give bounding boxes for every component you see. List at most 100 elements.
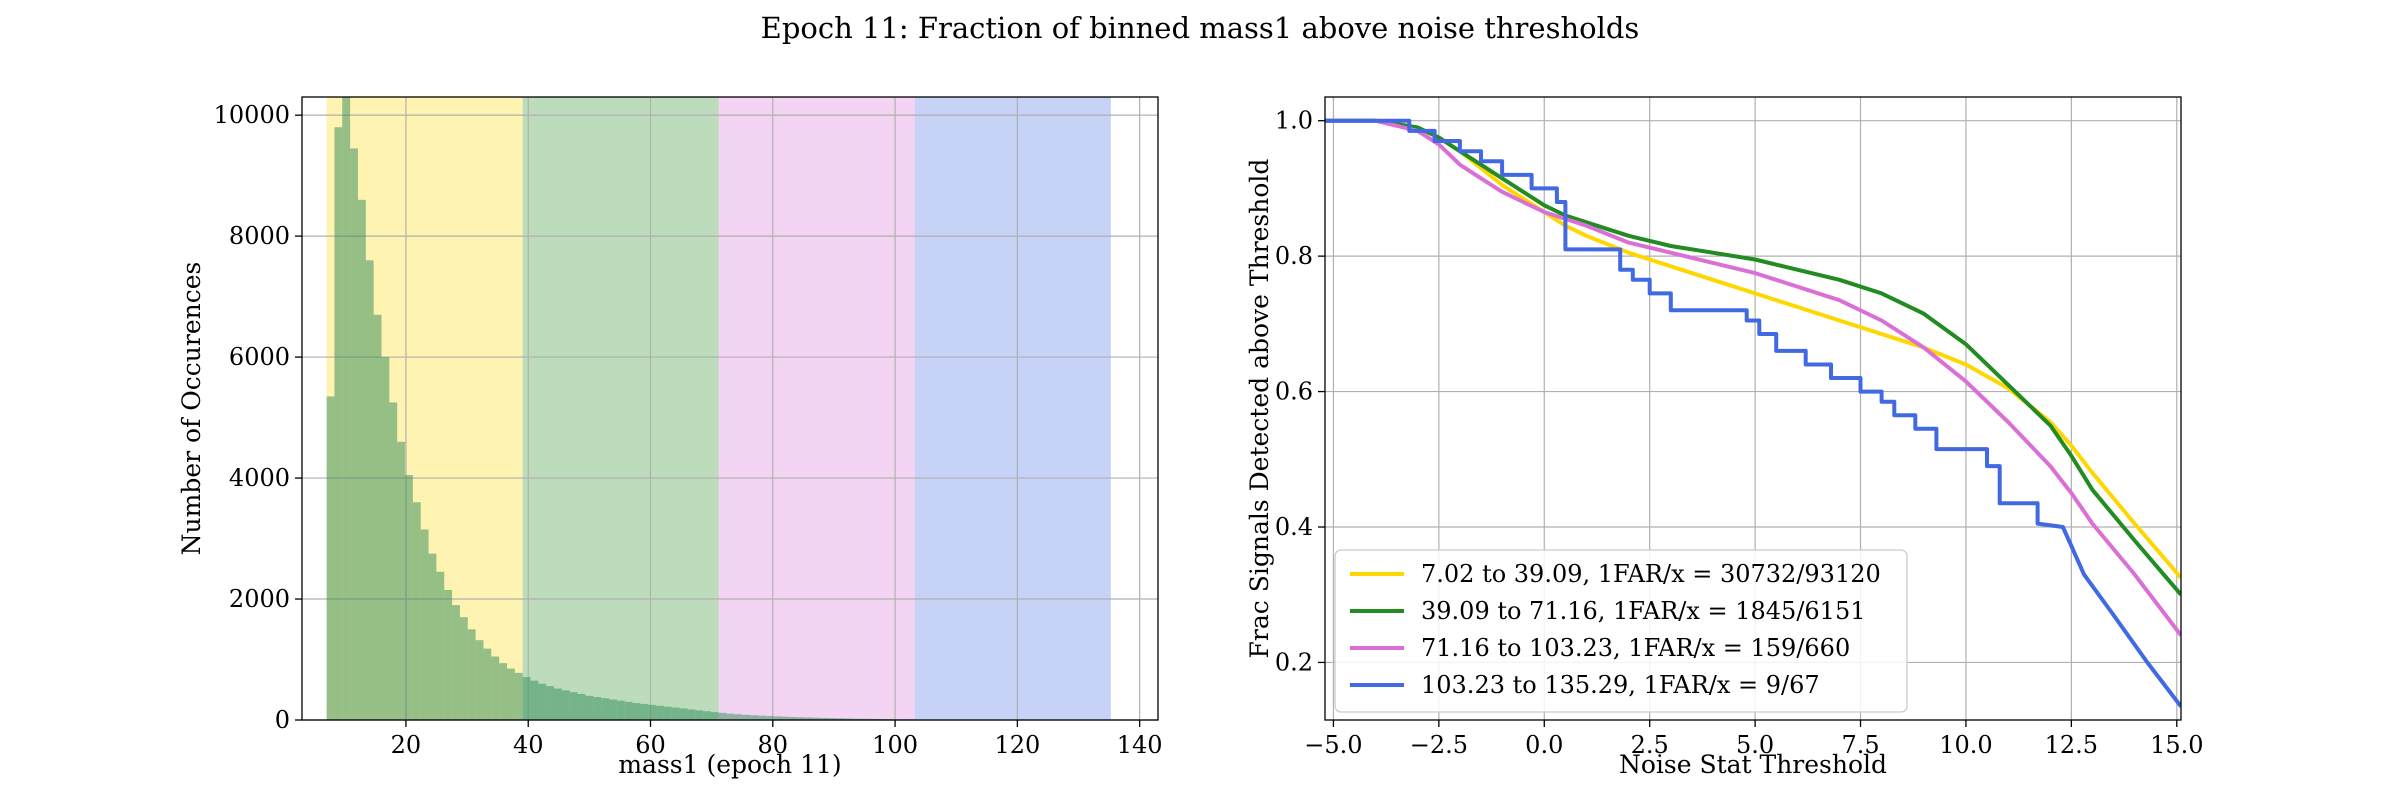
x-axis-label: Noise Stat Threshold: [1619, 750, 1887, 779]
histogram-bar: [569, 692, 578, 720]
histogram-bar: [789, 716, 798, 720]
x-tick-label: 100: [872, 731, 918, 759]
x-tick-label: 5.0: [1736, 731, 1774, 759]
line-plot-frame: [1324, 96, 2182, 721]
threshold-line-panel: −5.0 −2.5 0.0 2.5 5.0 7.5 10.0 12.5 15.0 0.2 0.4 0.…: [1245, 96, 2204, 779]
histogram-bar: [663, 706, 672, 720]
y-tick-label: 0.2: [1275, 648, 1313, 676]
histogram-bar: [412, 502, 421, 720]
histogram-bar: [436, 571, 445, 720]
series-line-1: [1325, 118, 2181, 580]
histogram-bar: [538, 683, 547, 720]
histogram-bar: [718, 712, 727, 720]
x-tick-label: 120: [994, 731, 1040, 759]
y-tick-label: 1.0: [1275, 107, 1313, 135]
legend-entry-3: 71.16 to 103.23, 1FAR/x = 159/660: [1421, 634, 1850, 662]
x-tick-label: 0.0: [1525, 731, 1563, 759]
histogram-bar: [389, 402, 398, 720]
histogram-bar: [459, 617, 468, 720]
x-tick-label: 40: [513, 731, 544, 759]
histogram-bar: [357, 199, 366, 720]
y-tick-label: 0.6: [1275, 378, 1313, 406]
x-tick-label: −5.0: [1304, 731, 1362, 759]
histogram-bar: [483, 648, 492, 720]
histogram-bar: [405, 475, 413, 720]
legend-entry-2: 39.09 to 71.16, 1FAR/x = 1845/6151: [1421, 597, 1866, 625]
x-tick-label: 60: [635, 731, 666, 759]
histogram-bar: [475, 640, 484, 720]
y-axis-label: Frac Signals Detected above Threshold: [1245, 159, 1274, 659]
histogram-bar: [334, 127, 343, 720]
histogram-bar: [444, 589, 453, 720]
histogram-bar: [381, 357, 390, 720]
figure-title: Epoch 11: Fraction of binned mass1 above…: [761, 11, 1640, 45]
histogram-bar: [828, 718, 837, 720]
histogram-bar: [632, 703, 641, 720]
histogram-bar: [805, 717, 813, 720]
legend-entry-1: 7.02 to 39.09, 1FAR/x = 30732/93120: [1421, 560, 1881, 588]
histogram-bar: [514, 672, 523, 720]
series-line-4: [1325, 118, 2181, 708]
y-tick-label: 6000: [229, 343, 290, 371]
y-tick-label: 0: [275, 706, 290, 734]
histogram-bar: [522, 677, 531, 720]
histogram-bar: [616, 700, 625, 720]
histogram-bar: [640, 703, 649, 720]
histogram-bar: [428, 553, 437, 720]
legend: 7.02 to 39.09, 1FAR/x = 30732/93120 39.09…: [1334, 549, 1908, 713]
histogram-bar: [703, 711, 711, 720]
y-tick-label: 2000: [229, 585, 290, 613]
histogram-bar: [561, 690, 570, 720]
histogram-bar: [773, 716, 782, 720]
x-tick-label: 20: [391, 731, 422, 759]
x-tick-label: 80: [758, 731, 789, 759]
histogram-bar: [734, 714, 743, 720]
histogram-bar: [656, 705, 664, 720]
y-tick-label: 8000: [229, 222, 290, 250]
histogram-bar: [326, 396, 335, 720]
histogram-frame: [301, 96, 1159, 721]
histogram-bar: [844, 718, 853, 720]
histogram-bar: [852, 718, 861, 720]
histogram-bar: [671, 707, 680, 720]
histogram-bar: [491, 656, 500, 720]
histogram-bar: [365, 260, 374, 720]
mass-bin-band-2: [522, 97, 719, 720]
x-tick-label: 15.0: [2150, 731, 2203, 759]
histogram-bar: [350, 148, 358, 721]
histogram-bar: [507, 668, 515, 720]
histogram-bar: [750, 715, 759, 720]
histogram-bar: [687, 709, 696, 720]
histogram-bar: [765, 716, 774, 720]
histogram-bar: [577, 693, 586, 720]
x-tick-label: −2.5: [1410, 731, 1468, 759]
histogram-bar: [695, 710, 704, 720]
y-tick-label: 10000: [214, 101, 290, 129]
x-axis-label: mass1 (epoch 11): [618, 750, 841, 779]
histogram-bar: [530, 680, 539, 720]
histogram-bar: [710, 712, 719, 720]
histogram-bar: [452, 605, 460, 720]
histogram-bar: [397, 441, 406, 720]
histogram-bar: [758, 715, 766, 720]
x-tick-label: 2.5: [1631, 731, 1669, 759]
mass-bin-band-3: [718, 97, 915, 720]
histogram-bar: [820, 717, 829, 720]
mass-bin-band-4: [914, 97, 1111, 720]
x-tick-label: 12.5: [2045, 731, 2098, 759]
histogram-bar: [679, 708, 688, 720]
y-tick-label: 0.4: [1275, 513, 1313, 541]
y-axis-label: Number of Occurences: [177, 262, 206, 556]
histogram-panel: 20 40 60 80 100 120 140 0 2000 4000 6000 8000 10000 m…: [177, 96, 1163, 779]
histogram-bar: [781, 716, 790, 720]
legend-entry-4: 103.23 to 135.29, 1FAR/x = 9/67: [1421, 671, 1820, 699]
x-tick-label: 10.0: [1939, 731, 1992, 759]
histogram-bar: [608, 699, 617, 720]
histogram-bar: [624, 701, 633, 720]
x-tick-label: 7.5: [1841, 731, 1879, 759]
histogram-bar: [554, 688, 562, 720]
histogram-bar: [836, 718, 845, 720]
histogram-bar: [467, 629, 476, 720]
series-line-3: [1325, 118, 2181, 637]
